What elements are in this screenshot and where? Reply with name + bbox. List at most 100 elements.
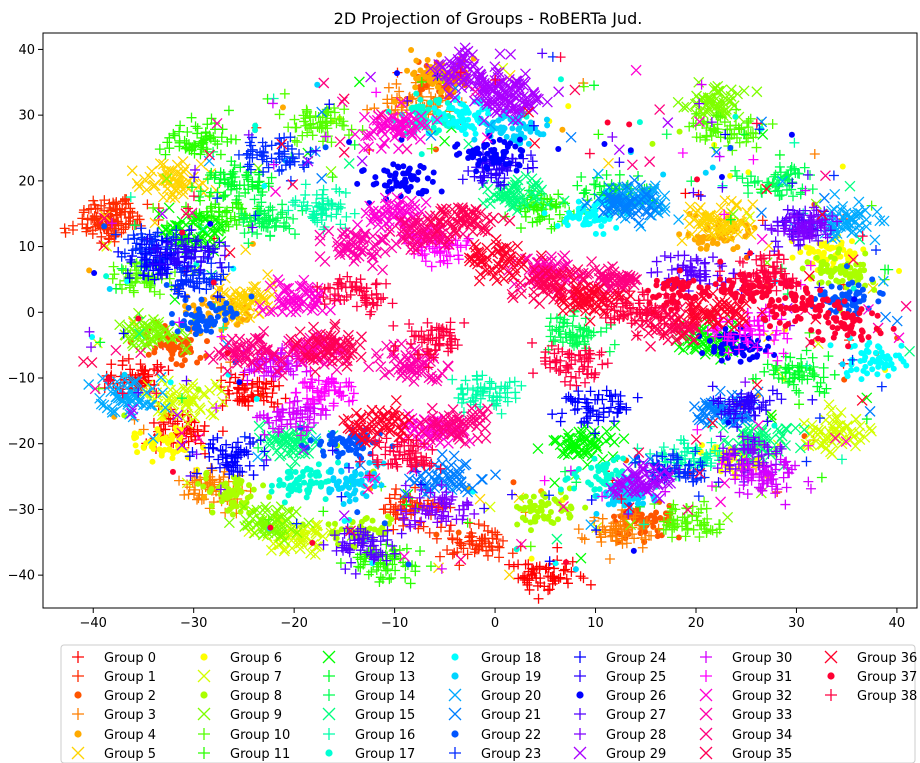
data-point [709,164,716,171]
data-point [150,445,157,452]
data-point [268,482,275,489]
data-point [229,511,236,518]
data-point [588,464,595,471]
data-point [653,523,664,534]
data-point [145,351,152,358]
data-point [205,477,216,488]
data-point [727,144,734,151]
data-point [858,349,865,356]
data-point [339,104,350,115]
data-point [547,571,558,582]
data-point [884,353,891,360]
data-point [220,493,227,500]
data-point [862,250,869,257]
data-point [425,561,436,572]
data-point [573,524,584,535]
data-point [549,477,561,489]
data-point [614,169,625,180]
data-point [229,503,236,510]
data-point [400,572,411,583]
data-point [518,494,525,501]
data-point [537,131,544,138]
data-point [640,534,651,545]
data-point [503,569,515,581]
data-point [162,137,173,148]
data-point [103,273,110,280]
data-point [722,511,734,523]
data-point [610,501,617,508]
data-point [267,388,278,399]
data-point [637,542,648,553]
data-point [118,224,129,235]
data-point [533,593,544,604]
data-point [163,365,174,376]
data-point [444,100,451,107]
data-point [781,423,793,435]
data-point [195,149,206,160]
data-point [611,513,618,520]
data-point [151,349,158,356]
data-point [266,172,277,183]
data-point [530,493,537,500]
data-point [121,218,132,229]
data-point [268,93,279,104]
data-point [184,325,191,332]
data-point [527,217,538,228]
data-point [552,542,563,553]
data-point [682,524,693,535]
data-point [302,147,314,159]
data-point [774,191,785,202]
data-point [138,424,149,435]
data-point [59,223,70,234]
data-point [613,224,620,231]
data-point [839,291,846,298]
data-point [303,444,310,451]
data-point [195,386,202,393]
data-point [335,486,342,493]
data-point [413,90,420,97]
data-point [661,129,672,140]
data-point [496,408,507,419]
data-point [667,532,678,543]
data-point [514,521,521,528]
data-point [197,177,209,189]
data-point [621,538,632,549]
data-point [152,359,163,370]
data-point [435,109,442,116]
data-point [196,309,203,316]
data-point [215,149,226,160]
data-point [185,304,192,311]
data-point [126,165,138,177]
data-point [605,531,616,542]
data-point [849,279,856,286]
data-point [791,385,802,396]
data-point [482,525,493,536]
data-point [555,516,562,523]
data-point [216,305,223,312]
data-point [185,429,196,440]
data-point [513,573,524,584]
data-point [878,359,885,366]
data-point [173,361,180,368]
data-point [123,213,134,224]
data-point [224,377,235,388]
data-point [168,356,175,363]
data-point [274,109,285,120]
data-point [203,469,210,476]
data-point [194,359,201,366]
data-point [350,480,357,487]
data-point [860,367,867,374]
data-point [346,498,353,505]
data-point [106,286,113,293]
data-point [292,469,299,476]
data-point [388,524,399,535]
data-point [363,569,374,580]
data-point [439,135,451,147]
data-point [458,113,465,120]
data-point [744,211,756,223]
data-point [532,443,544,455]
data-point [610,536,621,547]
data-point [412,84,419,91]
data-point [836,454,847,465]
data-point [206,489,213,496]
